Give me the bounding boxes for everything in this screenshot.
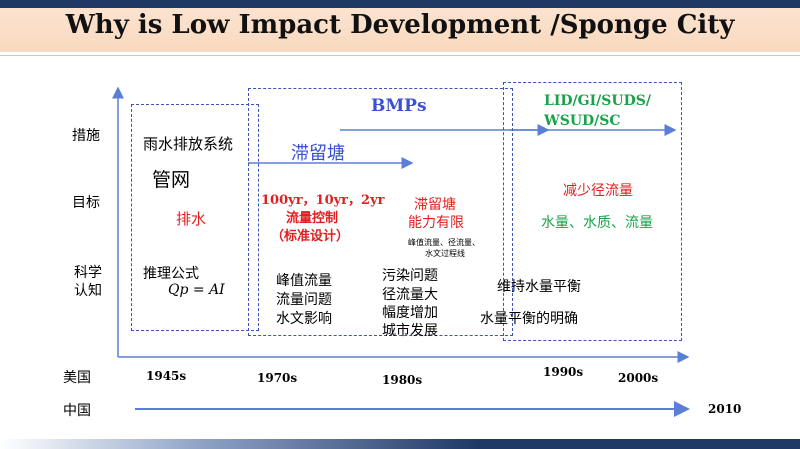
phase4-science-1: 维持水量平衡 <box>497 279 581 295</box>
phase4-science-2: 水量平衡的明确 <box>480 311 578 327</box>
year-2010: 2010 <box>708 402 742 416</box>
country-usa: 美国 <box>63 370 91 386</box>
phase1-box <box>131 104 259 331</box>
phase3-science-1: 污染问题 <box>382 268 438 284</box>
slide-title: Why is Low Impact Development /Sponge Ci… <box>65 10 735 40</box>
title-divider <box>0 55 800 56</box>
phase2-box <box>248 88 513 336</box>
phase3-science-4: 城市发展 <box>382 323 438 339</box>
phase2-science-2: 流量问题 <box>276 292 332 308</box>
phase1-measure: 雨水排放系统 <box>143 135 234 153</box>
year-1980: 1980s <box>382 373 423 387</box>
phase3-small-1: 峰值流量、径流量、 <box>408 238 480 247</box>
phase4-box <box>503 82 682 341</box>
year-1970: 1970s <box>257 371 298 385</box>
row-label-goals: 目标 <box>72 195 100 211</box>
phase3-goal-2: 能力有限 <box>408 215 464 231</box>
title-band <box>0 8 800 52</box>
phase3-science-3: 幅度增加 <box>382 305 438 321</box>
row-label-measures: 措施 <box>72 128 100 144</box>
phase1-goal: 排水 <box>176 210 207 228</box>
phase1-formula: Qp = AI <box>168 282 225 298</box>
phase4-goal-1: 减少径流量 <box>563 183 633 199</box>
phase1-science: 推理公式 <box>143 266 199 282</box>
year-2000: 2000s <box>618 371 659 385</box>
bottom-bar <box>0 439 800 449</box>
phase2-goal-1: 100yr，10yr，2yr <box>261 193 385 208</box>
row-label-science-1: 科学 <box>74 265 102 281</box>
phase2-science-1: 峰值流量 <box>276 273 332 289</box>
row-label-science-2: 认知 <box>74 283 102 299</box>
phase4-goal-2: 水量、水质、流量 <box>541 215 653 231</box>
phase1-measure-network: 管网 <box>152 169 191 191</box>
bmps-label: BMPs <box>371 96 427 116</box>
country-china: 中国 <box>63 403 91 419</box>
detention-label: 滞留塘 <box>291 143 345 164</box>
year-1945: 1945s <box>146 369 187 383</box>
phase3-small-2: 水文过程线 <box>425 249 465 258</box>
phase2-goal-2: 流量控制 <box>286 211 339 226</box>
top-bar <box>0 0 800 8</box>
phase2-science-3: 水文影响 <box>276 311 332 327</box>
phase2-goal-3: （标准设计） <box>271 229 350 244</box>
lid-label-1: LID/GI/SUDS/ <box>544 93 651 109</box>
lid-label-2: WSUD/SC <box>544 113 621 129</box>
phase3-science-2: 径流量大 <box>382 287 438 303</box>
phase3-goal-1: 滞留塘 <box>414 197 456 213</box>
year-1990: 1990s <box>543 365 584 379</box>
